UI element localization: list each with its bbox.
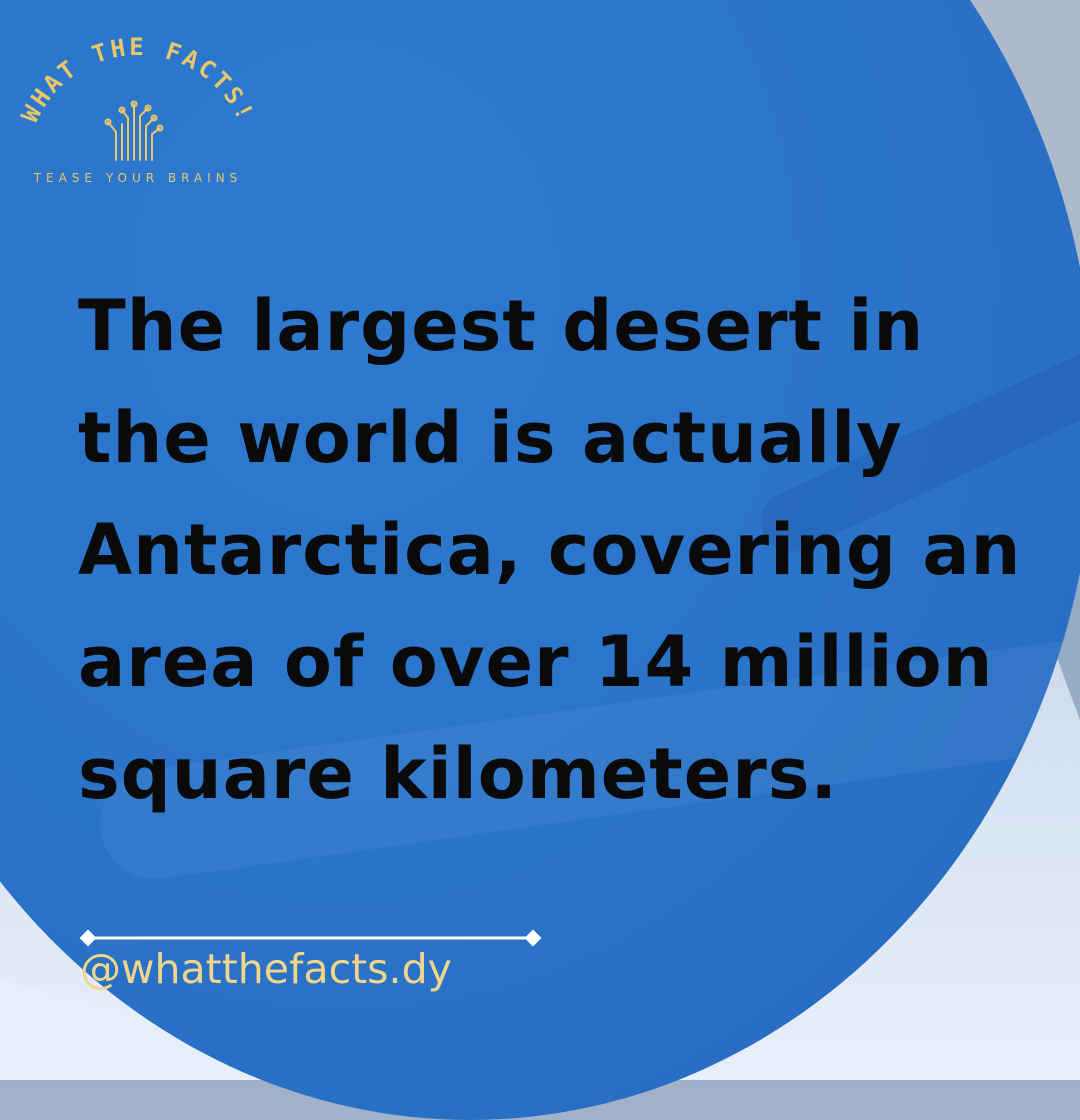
what-the-facts-logo: WHAT THE FACTS! TEASE YOUR BRAINS	[16, 33, 260, 185]
svg-text:TEASE YOUR BRAINS: TEASE YOUR BRAINS	[33, 171, 243, 185]
svg-text:WHAT THE FACTS!: WHAT THE FACTS!	[16, 33, 260, 127]
divider-line	[79, 929, 542, 947]
fact-line: the world is actually	[78, 397, 903, 479]
fact-line: square kilometers.	[78, 733, 838, 815]
fact-line: area of over 14 million	[78, 621, 994, 703]
brain-circuit-icon	[104, 100, 164, 161]
social-handle: @whatthefacts.dy	[80, 945, 452, 993]
fact-text: The largest desert in the world is actua…	[78, 270, 1068, 830]
fact-line: Antarctica, covering an	[78, 509, 1022, 591]
fact-line: The largest desert in	[78, 285, 925, 367]
